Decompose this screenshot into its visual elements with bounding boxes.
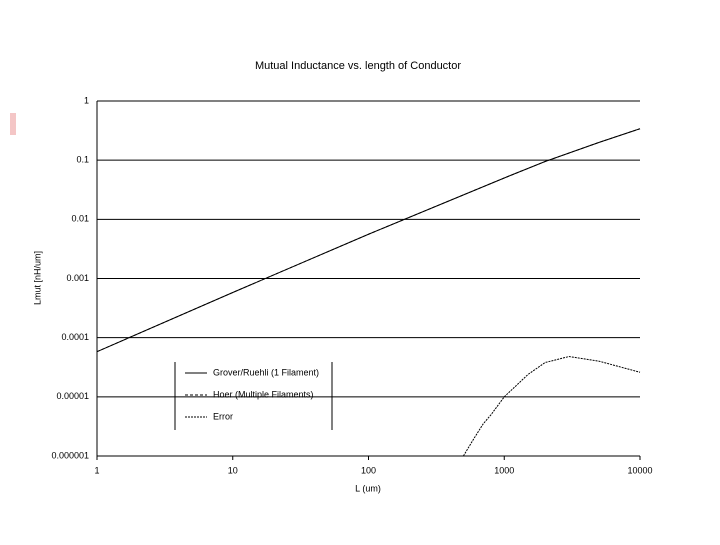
legend-label: Grover/Ruehli (1 Filament) bbox=[213, 367, 319, 377]
y-tick-label: 0.001 bbox=[66, 273, 89, 283]
x-tick-label: 1000 bbox=[494, 465, 514, 475]
y-tick-label: 0.0001 bbox=[61, 332, 89, 342]
x-axis-label: L (um) bbox=[355, 483, 381, 493]
x-tick-label: 100 bbox=[361, 465, 376, 475]
x-tick-label: 10 bbox=[228, 465, 238, 475]
series-line bbox=[96, 128, 641, 353]
legend-label: Hoer (Multiple Filaments) bbox=[213, 389, 314, 399]
y-axis-label: Lmut [nH/um] bbox=[32, 251, 42, 305]
legend-label: Error bbox=[213, 411, 233, 421]
series-line bbox=[96, 128, 641, 353]
y-tick-label: 0.1 bbox=[76, 155, 89, 165]
series-line bbox=[462, 356, 641, 457]
y-tick-label: 1 bbox=[84, 95, 89, 105]
x-tick-label: 1 bbox=[94, 465, 99, 475]
y-tick-label: 0.000001 bbox=[51, 450, 89, 460]
x-tick-label: 10000 bbox=[627, 465, 652, 475]
y-tick-label: 0.01 bbox=[71, 214, 89, 224]
y-tick-label: 0.00001 bbox=[56, 391, 89, 401]
decoration bbox=[10, 113, 16, 135]
chart-title: Mutual Inductance vs. length of Conducto… bbox=[255, 60, 461, 72]
